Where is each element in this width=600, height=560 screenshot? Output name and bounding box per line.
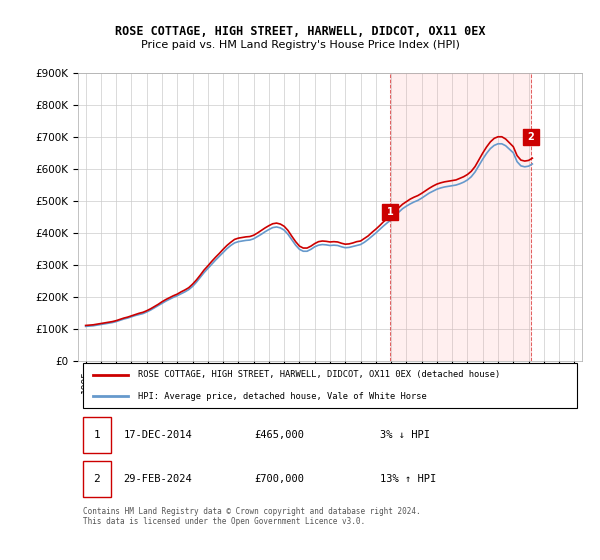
FancyBboxPatch shape (83, 461, 111, 497)
Text: ROSE COTTAGE, HIGH STREET, HARWELL, DIDCOT, OX11 0EX (detached house): ROSE COTTAGE, HIGH STREET, HARWELL, DIDC… (139, 370, 501, 379)
Text: 3% ↓ HPI: 3% ↓ HPI (380, 430, 430, 440)
FancyBboxPatch shape (83, 363, 577, 408)
Text: 1: 1 (387, 207, 394, 217)
Text: 2: 2 (527, 132, 535, 142)
Text: Price paid vs. HM Land Registry's House Price Index (HPI): Price paid vs. HM Land Registry's House … (140, 40, 460, 50)
Text: £465,000: £465,000 (254, 430, 304, 440)
Text: 13% ↑ HPI: 13% ↑ HPI (380, 474, 437, 484)
Text: Contains HM Land Registry data © Crown copyright and database right 2024.
This d: Contains HM Land Registry data © Crown c… (83, 507, 421, 526)
Text: £700,000: £700,000 (254, 474, 304, 484)
Text: 17-DEC-2014: 17-DEC-2014 (124, 430, 192, 440)
Text: 29-FEB-2024: 29-FEB-2024 (124, 474, 192, 484)
FancyBboxPatch shape (83, 417, 111, 453)
Text: HPI: Average price, detached house, Vale of White Horse: HPI: Average price, detached house, Vale… (139, 392, 427, 401)
Text: 1: 1 (93, 430, 100, 440)
Text: 2: 2 (93, 474, 100, 484)
Bar (391, 73, 531, 361)
Text: ROSE COTTAGE, HIGH STREET, HARWELL, DIDCOT, OX11 0EX: ROSE COTTAGE, HIGH STREET, HARWELL, DIDC… (115, 25, 485, 38)
